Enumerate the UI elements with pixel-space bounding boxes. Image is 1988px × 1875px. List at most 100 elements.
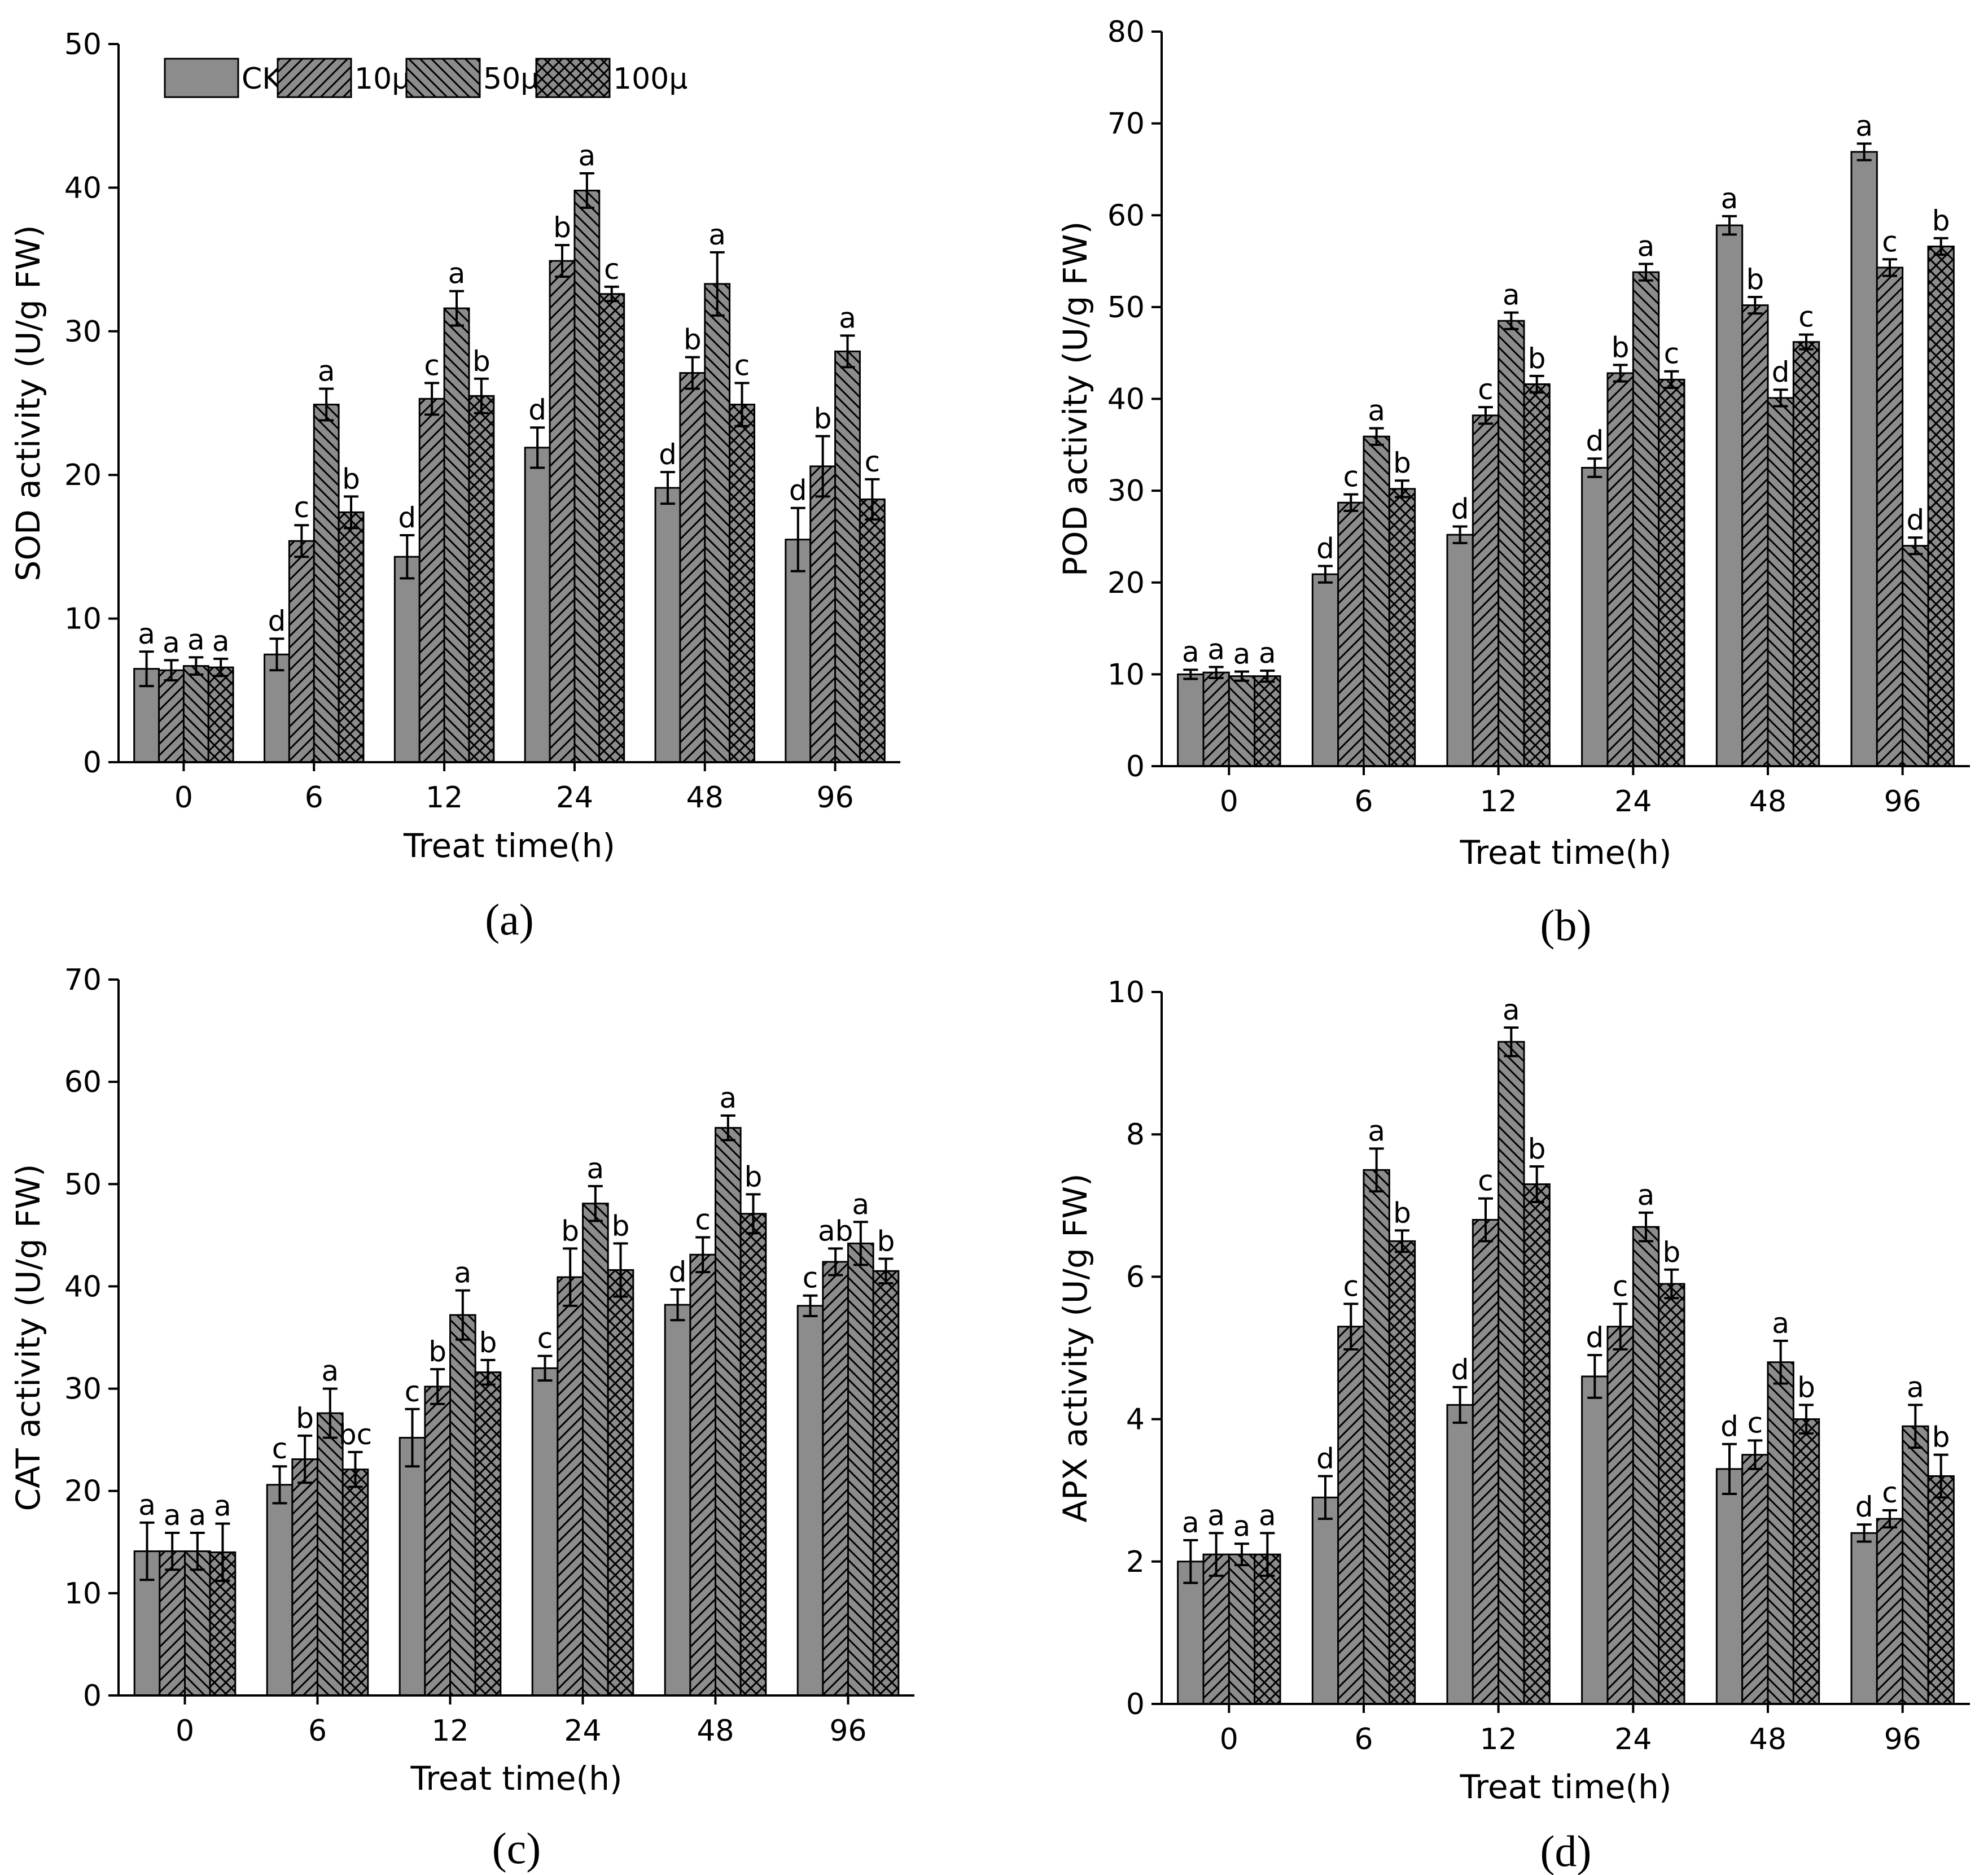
- error-bar-a-10μ-t12: [424, 382, 440, 416]
- significance-letter-c-100μ-t0: a: [214, 1490, 231, 1523]
- bar-d-CK-t96: [1850, 1532, 1878, 1705]
- error-bar-a-50μ-t24: [579, 172, 594, 209]
- significance-letter-c-50μ-t96: a: [852, 1188, 870, 1221]
- error-bar-b-CK-t48: [1722, 215, 1737, 236]
- significance-letter-d-CK-t96: d: [1855, 1491, 1873, 1523]
- x-tick-label-a-48: 48: [686, 781, 724, 815]
- bar-b-10μ-t12: [1472, 414, 1500, 767]
- bar-c-100μ-t12: [474, 1371, 502, 1697]
- y-tick-label-b-10: 10: [1107, 658, 1145, 692]
- bar-d-10μ-t96: [1876, 1518, 1904, 1705]
- bar-c-50μ-t48: [715, 1127, 742, 1697]
- bar-d-CK-t0: [1177, 1561, 1205, 1705]
- y-axis-title-a: SOD activity (U/g FW): [9, 225, 47, 581]
- bar-b-10μ-t0: [1202, 671, 1230, 767]
- legend-swatch-ck: [164, 58, 239, 98]
- error-bar-d-10μ-t96: [1882, 1509, 1897, 1529]
- bar-a-10μ-t12: [418, 397, 445, 763]
- y-tick-label-b-60: 60: [1107, 199, 1145, 233]
- error-bar-a-100μ-t48: [734, 382, 750, 427]
- error-bar-c-100μ-t48: [746, 1193, 761, 1235]
- bar-a-50μ-t96: [834, 350, 861, 763]
- bar-c-CK-t12: [399, 1437, 426, 1697]
- panel-label-a: (a): [485, 895, 534, 944]
- error-bar-d-10μ-t24: [1613, 1303, 1628, 1351]
- bar-c-50μ-t24: [582, 1203, 609, 1697]
- bar-a-100μ-t96: [859, 498, 886, 763]
- bar-b-CK-t6: [1311, 573, 1339, 767]
- significance-letter-d-10μ-t48: c: [1748, 1406, 1763, 1439]
- significance-letter-a-10μ-t12: c: [424, 349, 440, 382]
- legend-swatch-100u: [535, 58, 611, 98]
- bar-c-50μ-t96: [847, 1242, 874, 1697]
- y-tick-label-b-30: 30: [1107, 474, 1145, 508]
- y-tick-label-b-40: 40: [1107, 383, 1145, 417]
- significance-letter-d-CK-t0: a: [1182, 1506, 1199, 1539]
- bar-d-100μ-t6: [1388, 1240, 1416, 1705]
- error-bar-b-50μ-t0: [1234, 670, 1250, 682]
- bar-b-50μ-t96: [1902, 545, 1929, 767]
- significance-letter-d-CK-t48: d: [1720, 1410, 1739, 1443]
- y-tick-label-a-30: 30: [64, 315, 102, 349]
- error-bar-a-50μ-t6: [319, 387, 334, 422]
- significance-letter-d-50μ-t12: a: [1503, 994, 1520, 1026]
- error-bar-d-50μ-t96: [1908, 1404, 1923, 1449]
- bar-a-50μ-t24: [573, 189, 601, 763]
- error-bar-b-50μ-t12: [1504, 311, 1519, 330]
- error-bar-d-10μ-t48: [1748, 1439, 1763, 1470]
- error-bar-c-100μ-t12: [480, 1358, 496, 1386]
- significance-letter-b-50μ-t0: a: [1233, 637, 1251, 670]
- significance-letter-a-CK-t24: d: [528, 394, 546, 426]
- bar-d-100μ-t24: [1658, 1283, 1685, 1705]
- error-bar-d-CK-t96: [1856, 1523, 1872, 1543]
- bar-a-100μ-t6: [338, 511, 365, 763]
- x-tick-label-a-24: 24: [556, 781, 593, 815]
- bar-b-CK-t24: [1581, 466, 1609, 767]
- bar-c-100μ-t24: [607, 1269, 634, 1697]
- error-bar-a-10μ-t48: [685, 356, 700, 390]
- significance-letter-a-50μ-t12: a: [448, 257, 466, 290]
- x-tick-label-a-96: 96: [816, 781, 853, 815]
- x-tick-label-c-48: 48: [697, 1714, 734, 1748]
- x-tick-label-b-96: 96: [1884, 785, 1921, 819]
- y-tick-label-c-50: 50: [64, 1168, 102, 1201]
- significance-letter-a-100μ-t0: a: [212, 625, 230, 658]
- error-bar-c-10μ-t48: [695, 1236, 711, 1274]
- panel-label-d: (d): [1540, 1826, 1592, 1875]
- error-bar-b-50μ-t6: [1369, 427, 1384, 446]
- significance-letter-d-CK-t12: d: [1451, 1353, 1469, 1386]
- significance-letter-c-10μ-t96: ab: [818, 1214, 853, 1247]
- significance-letter-d-50μ-t48: a: [1772, 1307, 1789, 1340]
- significance-letter-b-100μ-t6: b: [1393, 447, 1411, 479]
- significance-letter-b-CK-t6: d: [1316, 532, 1334, 565]
- bar-d-100μ-t0: [1254, 1553, 1281, 1705]
- significance-letter-a-10μ-t96: b: [814, 403, 832, 435]
- bar-d-100μ-t96: [1927, 1475, 1955, 1705]
- error-bar-a-50μ-t96: [840, 334, 855, 369]
- error-bar-c-10μ-t0: [165, 1531, 180, 1571]
- bar-a-10μ-t96: [809, 465, 837, 763]
- significance-letter-a-10μ-t48: b: [684, 324, 702, 356]
- significance-letter-c-50μ-t48: a: [720, 1082, 737, 1114]
- significance-letter-a-CK-t48: d: [659, 438, 677, 471]
- bar-a-10μ-t24: [549, 260, 576, 763]
- y-tick-label-a-0: 0: [83, 746, 102, 780]
- y-axis-title-c: CAT activity (U/g FW): [9, 1164, 47, 1511]
- bar-b-100μ-t24: [1658, 378, 1685, 767]
- significance-letter-b-100μ-t12: b: [1528, 342, 1546, 375]
- bar-d-10μ-t12: [1472, 1219, 1500, 1705]
- error-bar-d-CK-t48: [1722, 1443, 1737, 1495]
- error-bar-a-CK-t96: [790, 506, 805, 572]
- y-tick-label-a-50: 50: [64, 28, 102, 62]
- error-bar-c-100μ-t0: [215, 1522, 230, 1583]
- bar-b-50μ-t6: [1363, 435, 1390, 767]
- error-bar-d-50μ-t0: [1234, 1542, 1250, 1567]
- bar-b-CK-t0: [1177, 673, 1205, 767]
- significance-letter-d-50μ-t0: a: [1233, 1510, 1251, 1542]
- legend-label-ck: CK: [242, 62, 282, 96]
- significance-letter-a-100μ-t48: c: [734, 349, 750, 382]
- error-bar-a-CK-t24: [530, 426, 545, 469]
- x-tick-label-b-48: 48: [1749, 785, 1786, 819]
- x-axis-title-b: Treat time(h): [1460, 833, 1672, 872]
- significance-letter-d-100μ-t48: b: [1797, 1371, 1815, 1404]
